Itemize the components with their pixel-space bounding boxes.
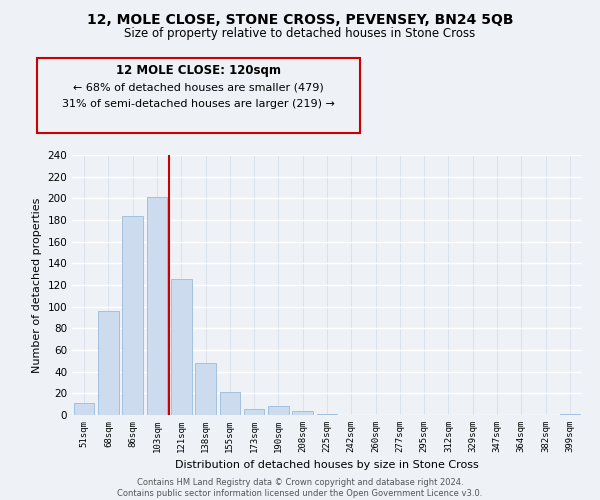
Bar [560,414,580,415]
Text: 31% of semi-detached houses are larger (219) →: 31% of semi-detached houses are larger (… [62,99,335,109]
Text: 12, MOLE CLOSE, STONE CROSS, PEVENSEY, BN24 5QB: 12, MOLE CLOSE, STONE CROSS, PEVENSEY, B… [87,12,513,26]
Text: Contains HM Land Registry data © Crown copyright and database right 2024.
Contai: Contains HM Land Registry data © Crown c… [118,478,482,498]
Bar [74,403,94,415]
Bar [244,408,265,415]
Bar [220,392,240,415]
Bar [146,197,167,415]
Bar [268,406,289,415]
Text: 12 MOLE CLOSE: 120sqm: 12 MOLE CLOSE: 120sqm [116,64,281,77]
Bar [317,414,337,415]
Bar [98,311,119,415]
X-axis label: Distribution of detached houses by size in Stone Cross: Distribution of detached houses by size … [175,460,479,470]
Text: ← 68% of detached houses are smaller (479): ← 68% of detached houses are smaller (47… [73,82,324,92]
Text: Size of property relative to detached houses in Stone Cross: Size of property relative to detached ho… [124,28,476,40]
Bar [195,363,216,415]
Bar [171,278,191,415]
Y-axis label: Number of detached properties: Number of detached properties [32,198,42,372]
Bar [122,216,143,415]
Bar [292,410,313,415]
